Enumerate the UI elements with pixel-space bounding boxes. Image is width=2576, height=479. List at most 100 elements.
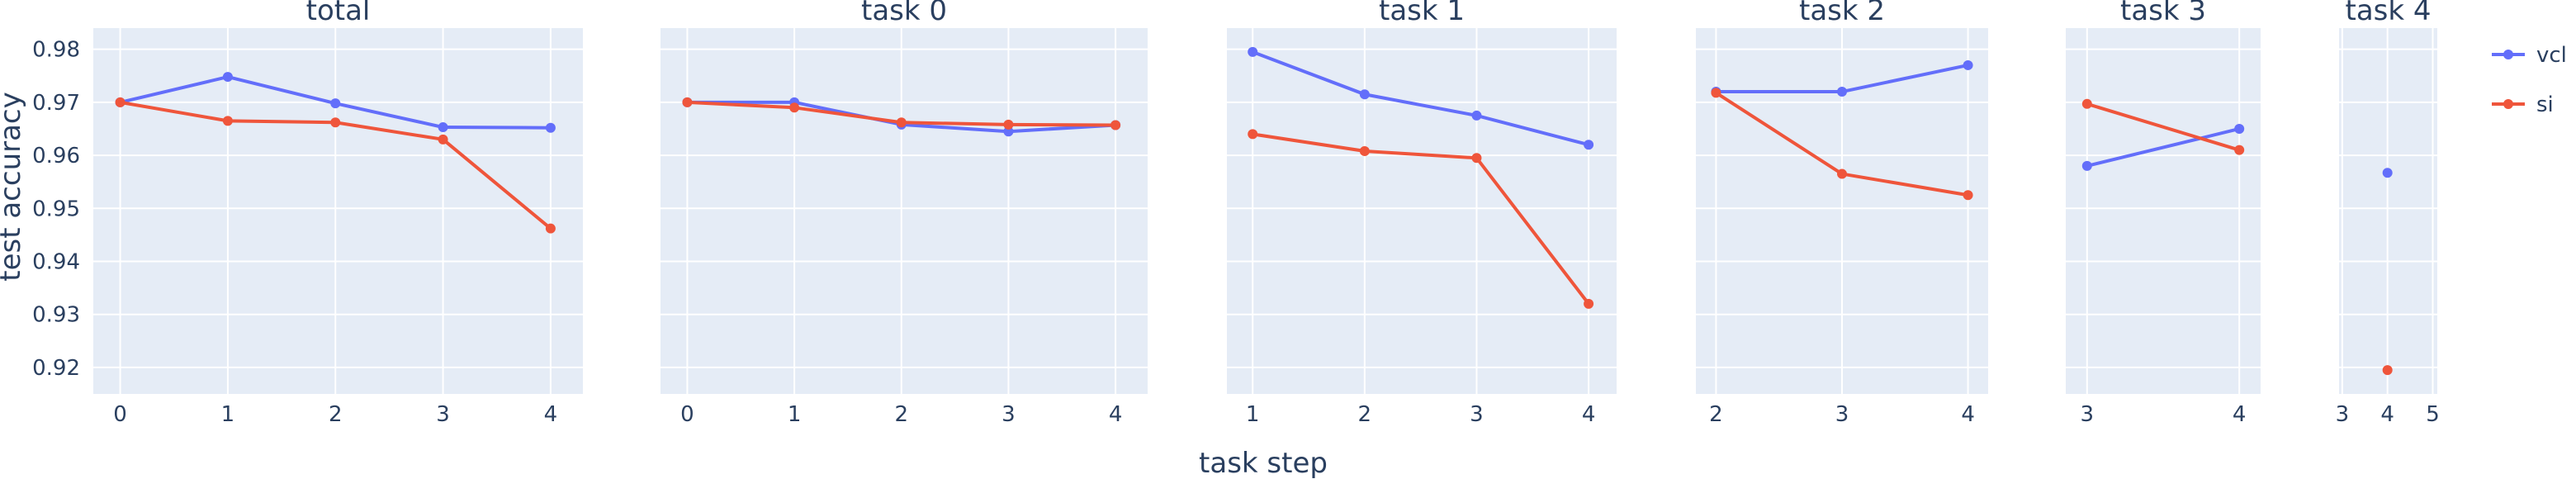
legend-label: vcl <box>2536 43 2567 68</box>
data-point <box>2234 123 2245 134</box>
series-si <box>115 97 556 234</box>
x-tick-label: 5 <box>2426 402 2440 427</box>
data-point <box>545 223 556 234</box>
data-point <box>1359 89 1370 100</box>
x-tick-label: 2 <box>1709 402 1723 427</box>
data-point <box>1471 153 1482 164</box>
data-point <box>1471 110 1482 121</box>
y-tick-label: 0.97 <box>32 91 80 116</box>
panel-title: task 1 <box>1379 0 1465 27</box>
x-tick-label: 2 <box>894 402 908 427</box>
x-tick-label: 2 <box>1358 402 1372 427</box>
series-line <box>1252 132 1590 306</box>
series-vcl <box>1248 46 1594 150</box>
series-line <box>1252 50 1589 147</box>
data-point <box>789 102 800 113</box>
data-point <box>1359 145 1370 156</box>
y-axis-label: test accuracy <box>0 92 27 282</box>
series-si <box>682 97 1121 130</box>
data-point <box>1248 46 1258 57</box>
series-si <box>1248 129 1594 309</box>
panel-title: task 2 <box>1799 0 1885 27</box>
y-tick-label: 0.95 <box>32 197 80 221</box>
x-tick-label: 4 <box>1109 402 1123 427</box>
data-point <box>1963 190 1973 201</box>
x-tick-label: 3 <box>436 402 450 427</box>
data-point <box>115 97 125 107</box>
data-point <box>1003 126 1014 137</box>
x-tick-label: 4 <box>1961 402 1975 427</box>
data-point <box>2081 160 2092 171</box>
data-point <box>2234 145 2245 155</box>
legend[interactable]: vcl si <box>2492 43 2567 117</box>
y-tick-label: 0.96 <box>32 144 80 168</box>
x-tick-label: 4 <box>544 402 558 427</box>
legend-label: si <box>2536 92 2554 117</box>
panel-background <box>93 28 583 394</box>
panel-5: 3 4 task 3 <box>2066 0 2261 427</box>
data-point <box>1248 129 1258 140</box>
y-tick-label: 0.93 <box>32 303 80 328</box>
x-tick-label: 3 <box>1002 402 1016 427</box>
x-tick-label: 1 <box>1246 402 1260 427</box>
x-tick-label: 0 <box>113 402 127 427</box>
data-point <box>1003 119 1014 130</box>
x-axis-label: task step <box>1199 447 1328 479</box>
panel-background <box>661 28 1148 394</box>
panel-4: 2 3 4 task 2 <box>1696 0 1988 427</box>
panel-title: total <box>306 0 371 27</box>
legend-swatch-marker <box>2503 50 2513 59</box>
data-point <box>1963 59 1973 70</box>
series-line <box>2086 102 2240 152</box>
y-tick-label: 0.98 <box>32 38 80 63</box>
data-point <box>1110 120 1121 130</box>
data-point <box>2382 168 2393 178</box>
panel-2: 0 1 2 3 4 task 0 <box>661 0 1148 427</box>
x-tick-label: 1 <box>221 402 235 427</box>
data-point <box>1837 168 1847 179</box>
series-vcl <box>2382 168 2393 178</box>
data-point <box>545 122 556 133</box>
data-point <box>222 116 233 126</box>
series-si <box>1711 88 1973 201</box>
x-tick-label: 1 <box>788 402 802 427</box>
chart-panels: 0 1 2 3 4 0.92 0.93 0.94 0.95 0.96 0.97 0.98 total 0 1… <box>32 0 2440 427</box>
x-tick-label: 4 <box>2380 402 2394 427</box>
x-tick-label: 3 <box>2336 402 2350 427</box>
series-line <box>2086 127 2240 168</box>
series-vcl <box>2081 123 2245 171</box>
x-tick-label: 2 <box>329 402 343 427</box>
data-point <box>1584 298 1594 309</box>
series-si <box>2382 365 2393 376</box>
panel-background <box>2066 28 2261 394</box>
x-tick-label: 0 <box>680 402 694 427</box>
legend-swatch-marker <box>2503 99 2513 109</box>
data-point <box>330 98 341 109</box>
x-tick-label: 3 <box>2081 402 2095 427</box>
data-point <box>1711 88 1721 98</box>
panel-background <box>1227 28 1617 394</box>
data-point <box>438 122 448 133</box>
panel-title: task 0 <box>861 0 947 27</box>
legend-item-vcl[interactable]: vcl <box>2492 43 2567 68</box>
panel-title: task 3 <box>2120 0 2206 27</box>
data-point <box>896 117 907 128</box>
legend-item-si[interactable]: si <box>2492 92 2554 117</box>
data-point <box>2382 365 2393 376</box>
y-tick-label: 0.94 <box>32 249 80 274</box>
data-point <box>438 134 448 145</box>
x-tick-label: 4 <box>1582 402 1596 427</box>
panel-3: 1 2 3 4 task 1 <box>1227 0 1617 427</box>
y-tick-label: 0.92 <box>32 356 80 381</box>
series-si <box>2081 98 2245 155</box>
data-point <box>330 117 341 128</box>
data-point <box>1584 140 1594 150</box>
x-tick-label: 3 <box>1470 402 1484 427</box>
panel-6: 3 4 5 task 4 <box>2336 0 2440 427</box>
x-tick-label: 4 <box>2233 402 2247 427</box>
data-point <box>2081 98 2092 109</box>
x-tick-label: 3 <box>1835 402 1849 427</box>
panel-1: 0 1 2 3 4 0.92 0.93 0.94 0.95 0.96 0.97 0.98 total <box>32 0 583 427</box>
data-point <box>1837 87 1847 97</box>
